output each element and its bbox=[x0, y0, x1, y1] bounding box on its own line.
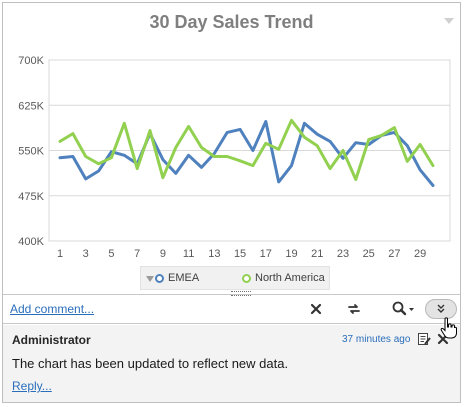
double-chevron-down-icon bbox=[437, 304, 445, 313]
close-icon[interactable] bbox=[309, 298, 323, 320]
comment-toolbar: Add comment... bbox=[3, 294, 460, 324]
legend-label-north-america: North America bbox=[255, 272, 325, 284]
x-tick-label: 15 bbox=[234, 248, 246, 260]
series-line-emea bbox=[58, 120, 435, 187]
chart-menu-icon[interactable] bbox=[444, 18, 454, 24]
x-tick-label: 23 bbox=[337, 248, 349, 260]
x-tick-label: 3 bbox=[83, 248, 89, 260]
legend-item-north-america[interactable]: North America bbox=[242, 272, 325, 284]
legend-item-emea[interactable]: EMEA bbox=[155, 272, 199, 284]
y-tick-label: 475K bbox=[18, 191, 44, 203]
y-tick-label: 550K bbox=[18, 146, 44, 158]
chart-panel: 30 Day Sales Trend 700K 625K 550K 475K 400K 1… bbox=[2, 2, 461, 403]
hand-cursor-icon bbox=[440, 317, 457, 339]
x-tick-label: 19 bbox=[285, 248, 297, 260]
x-tick-label: 11 bbox=[183, 248, 194, 260]
resize-grip[interactable] bbox=[231, 291, 251, 296]
chart-area: 30 Day Sales Trend 700K 625K 550K 475K 400K 1… bbox=[3, 3, 460, 292]
comment-message: The chart has been updated to reflect ne… bbox=[12, 356, 289, 371]
y-tick-label: 625K bbox=[18, 100, 44, 112]
x-tick-label: 1 bbox=[57, 248, 63, 260]
y-tick-label: 700K bbox=[18, 55, 44, 67]
x-tick-label: 29 bbox=[414, 248, 426, 260]
expand-comments-button[interactable] bbox=[425, 299, 457, 319]
x-tick-label: 25 bbox=[363, 248, 375, 260]
edit-comment-icon[interactable] bbox=[416, 331, 432, 347]
x-tick-label: 21 bbox=[311, 248, 323, 260]
x-tick-label: 7 bbox=[134, 248, 140, 260]
x-tick-label: 9 bbox=[160, 248, 166, 260]
comment-author: Administrator bbox=[12, 333, 91, 347]
chart-legend: EMEA North America bbox=[140, 266, 330, 290]
comment-entry: Administrator 37 minutes ago The chart h… bbox=[3, 325, 460, 402]
add-comment-link[interactable]: Add comment... bbox=[10, 302, 95, 316]
x-tick-label: 17 bbox=[260, 248, 272, 260]
x-tick-label: 5 bbox=[108, 248, 114, 260]
comment-timestamp[interactable]: 37 minutes ago bbox=[342, 334, 411, 345]
chart-title: 30 Day Sales Trend bbox=[149, 12, 314, 32]
legend-caret-icon bbox=[146, 276, 154, 282]
series-line-north-america bbox=[58, 118, 435, 181]
legend-swatch-north-america bbox=[242, 273, 251, 283]
legend-swatch-emea bbox=[155, 273, 164, 283]
legend-label-emea: EMEA bbox=[168, 272, 200, 284]
x-tick-label: 27 bbox=[388, 248, 400, 260]
magnifier-icon[interactable] bbox=[390, 298, 416, 320]
y-tick-label: 400K bbox=[18, 236, 44, 248]
reply-link[interactable]: Reply... bbox=[12, 379, 52, 393]
x-tick-label: 13 bbox=[208, 248, 220, 260]
refresh-icon[interactable] bbox=[346, 298, 362, 320]
